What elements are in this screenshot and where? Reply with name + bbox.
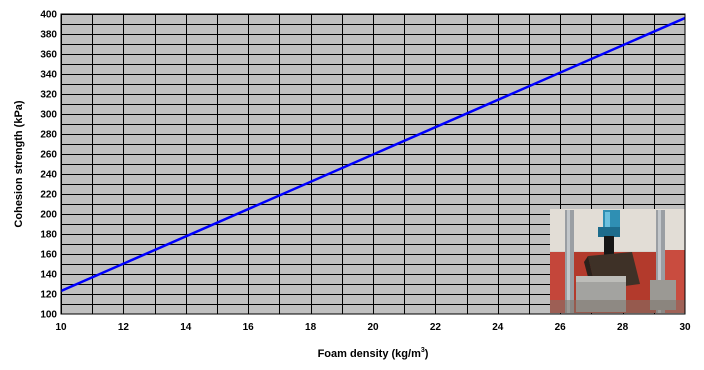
x-tick-label: 28: [617, 322, 629, 333]
y-tick-label: 400: [40, 10, 57, 21]
test-specimen-photo: [550, 209, 685, 313]
x-axis-label-close: ): [425, 348, 429, 360]
y-tick-label: 380: [40, 30, 57, 41]
series-layer: [61, 16, 685, 293]
y-tick-label: 300: [40, 110, 57, 121]
x-axis-label: Foam density (kg/m3): [318, 347, 429, 360]
x-tick-label: 12: [118, 322, 130, 333]
y-tick-label: 200: [40, 210, 57, 221]
y-tick-label: 160: [40, 250, 57, 261]
plot-border: [60, 13, 686, 315]
series-line-1: [61, 16, 685, 293]
y-tick-label: 100: [40, 310, 57, 321]
y-tick-label: 320: [40, 90, 57, 101]
y-tick-label: 220: [40, 190, 57, 201]
x-tick-label: 24: [492, 322, 504, 333]
y-axis-label: Cohesion strength (kPa): [13, 100, 25, 227]
x-tick-label: 16: [243, 322, 255, 333]
x-axis-tick-labels: 10 12 14 16 18 20 22 24 26 28 30: [55, 322, 691, 333]
x-tick-label: 26: [555, 322, 567, 333]
x-tick-label: 20: [367, 322, 379, 333]
y-tick-label: 340: [40, 70, 57, 81]
y-tick-label: 140: [40, 270, 57, 281]
y-tick-label: 260: [40, 150, 57, 161]
y-axis-tick-labels: 100 120 140 160 180 200 220 240 260 280 300 320 340 3…: [40, 10, 57, 321]
x-tick-label: 14: [180, 322, 192, 333]
x-tick-label: 10: [55, 322, 67, 333]
y-tick-label: 360: [40, 50, 57, 61]
x-tick-label: 30: [679, 322, 691, 333]
x-axis-label-superscript: 3: [421, 347, 425, 354]
x-tick-label: 22: [430, 322, 442, 333]
y-tick-label: 280: [40, 130, 57, 141]
y-tick-label: 240: [40, 170, 57, 181]
y-tick-label: 180: [40, 230, 57, 241]
x-axis-label-text: Foam density (kg/m: [318, 348, 422, 360]
y-tick-label: 120: [40, 290, 57, 301]
x-tick-label: 18: [305, 322, 317, 333]
